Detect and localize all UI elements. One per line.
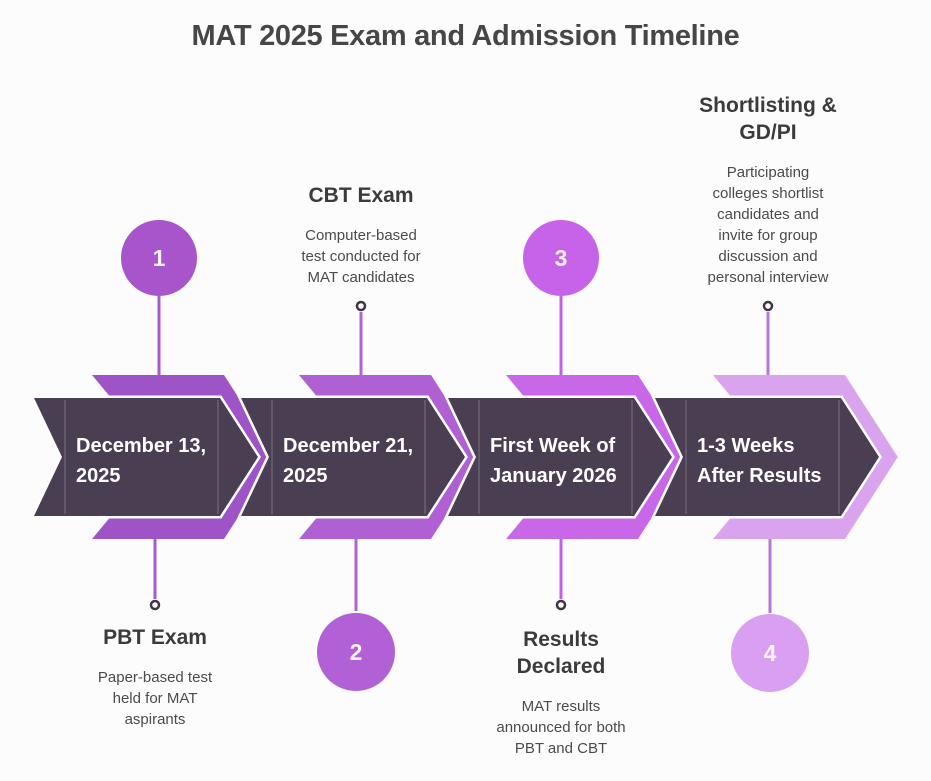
stage-number: 4 [764, 640, 777, 666]
stage-label-block: Results Declared MAT results announced f… [451, 626, 671, 759]
stage-chevron: 1-3 Weeks After Results [651, 375, 898, 539]
stage-chevron: First Week of January 2026 [444, 375, 691, 539]
stage-description: Paper-based test held for MAT aspirants [97, 669, 213, 728]
stage-date: First Week of January 2026 [490, 435, 617, 487]
stage-number-circle [731, 614, 809, 692]
stage-number-circle [523, 220, 599, 296]
stage-date-line1: December 21, [283, 435, 413, 457]
stage-date: December 21, 2025 [283, 435, 413, 487]
stage-number: 3 [555, 245, 568, 271]
stage-number-circle [317, 613, 395, 691]
stage-label: PBT Exam [103, 626, 207, 649]
stage-label: CBT Exam [308, 184, 414, 207]
stage-date-line1: 1-3 Weeks [697, 435, 794, 457]
stage-label: Shortlisting & GD/PI [699, 94, 837, 144]
stage-arrow [241, 398, 465, 516]
stage-date: 1-3 Weeks After Results [697, 435, 821, 487]
stage-date-line2: After Results [697, 465, 821, 487]
stage-arrow [34, 398, 258, 516]
stage-date-line2: January 2026 [490, 465, 617, 487]
stage-description: Computer-based test conducted for MAT ca… [301, 227, 421, 286]
stage-date-line1: December 13, [76, 435, 206, 457]
stage-date-line2: 2025 [76, 465, 121, 487]
stage-description: MAT results announced for both PBT and C… [496, 698, 626, 757]
stage-label-block: PBT Exam Paper-based test held for MAT a… [45, 624, 265, 730]
stage-chevron: December 21, 2025 [237, 375, 484, 539]
terminal-dot-icon [555, 599, 567, 611]
stage-date-line2: 2025 [283, 465, 328, 487]
stage-number: 1 [153, 245, 166, 271]
stage-label-block: CBT Exam Computer-based test conducted f… [251, 182, 471, 288]
stage-number-circle [121, 220, 197, 296]
terminal-dot-icon [149, 599, 161, 611]
stage-chevron: December 13, 2025 [30, 375, 277, 539]
stage-number: 2 [350, 639, 363, 665]
timeline-title: MAT 2025 Exam and Admission Timeline [191, 20, 740, 52]
stage-arrow [655, 398, 879, 516]
stage-date: December 13, 2025 [76, 435, 206, 487]
stage-label-block: Shortlisting & GD/PI Participating colle… [658, 92, 878, 288]
stage-arrow [448, 398, 672, 516]
terminal-dot-icon [355, 300, 367, 312]
terminal-dot-icon [762, 300, 774, 312]
stage-date-line1: First Week of [490, 435, 616, 457]
stage-label: Results Declared [516, 628, 606, 678]
stage-description: Participating colleges shortlist candida… [707, 164, 829, 286]
